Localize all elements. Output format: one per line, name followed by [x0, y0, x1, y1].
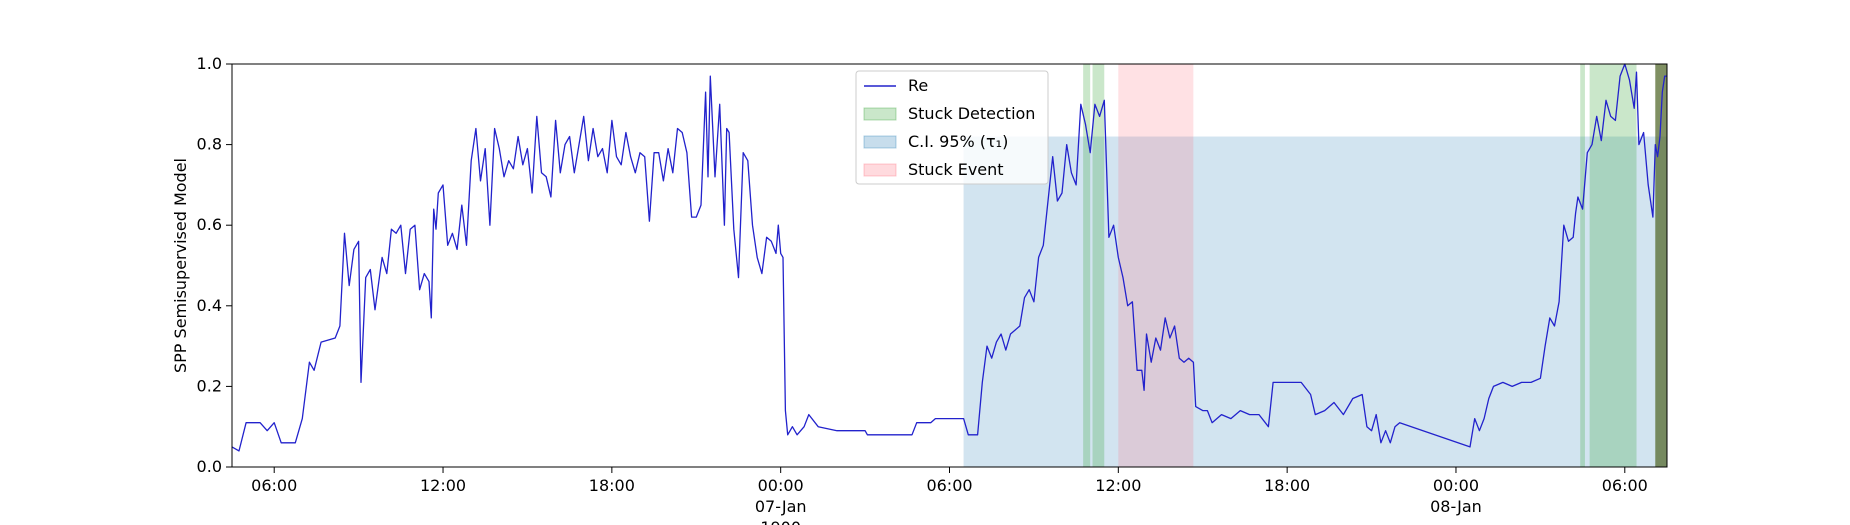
x-tick-label: 06:00 — [251, 476, 297, 495]
x-tick-label: 12:00 — [420, 476, 466, 495]
ci-band — [963, 136, 1667, 468]
y-axis-label: SPP Semisupervised Model — [171, 158, 190, 373]
legend-label: Re — [908, 76, 928, 95]
y-tick-label: 0.2 — [197, 376, 222, 395]
x-tick-date-label: 08-Jan — [1430, 497, 1482, 516]
legend-swatch-patch — [863, 163, 897, 177]
y-tick-label: 1.0 — [197, 54, 222, 73]
legend-swatch-patch — [863, 135, 897, 149]
x-tick-label: 06:00 — [926, 476, 972, 495]
legend-label: C.I. 95% (τ₁) — [908, 132, 1008, 151]
legend-swatch-patch — [863, 107, 897, 121]
legend-label: Stuck Detection — [908, 104, 1035, 123]
x-tick-label: 00:00 — [1433, 476, 1479, 495]
series-layer — [231, 63, 1667, 452]
stuck-event-band — [1118, 64, 1194, 467]
y-tick-label: 0.8 — [197, 135, 222, 154]
legend-entry: Stuck Detection — [863, 104, 1035, 123]
x-tick-label: 06:00 — [1602, 476, 1648, 495]
stuck-detection-band — [1083, 64, 1091, 467]
legend-entry: Re — [864, 76, 928, 95]
x-tick-date-label: 07-Jan — [755, 497, 807, 516]
legend: Re Stuck Detection C.I. 95% (τ₁) Stuck Even… — [855, 70, 1049, 185]
stuck-detection-band — [1655, 64, 1667, 467]
y-tick-label: 0.4 — [197, 296, 222, 315]
x-tick-year-label: 1900 — [760, 518, 801, 525]
legend-box — [855, 70, 1049, 185]
y-tick-label: 0.0 — [197, 457, 222, 476]
x-tick-label: 00:00 — [758, 476, 804, 495]
x-tick-label: 18:00 — [1264, 476, 1310, 495]
stuck-detection-band — [1580, 64, 1585, 467]
legend-entry: C.I. 95% (τ₁) — [863, 132, 1008, 151]
x-tick-label: 18:00 — [589, 476, 635, 495]
y-tick-label: 0.6 — [197, 215, 222, 234]
x-tick-label: 12:00 — [1095, 476, 1141, 495]
legend-entry: Stuck Event — [863, 160, 1004, 179]
y-axis: 0.0 0.2 0.4 0.6 0.8 1.0 — [197, 54, 232, 476]
series-line-re — [231, 63, 1667, 452]
stuck-detection-band — [1589, 64, 1637, 467]
stuck-detection-band — [1092, 64, 1105, 467]
legend-label: Stuck Event — [908, 160, 1004, 179]
x-axis: 06:00 12:00 18:00 00:00 07-Jan 1900 06:00 12:00… — [251, 467, 1648, 525]
